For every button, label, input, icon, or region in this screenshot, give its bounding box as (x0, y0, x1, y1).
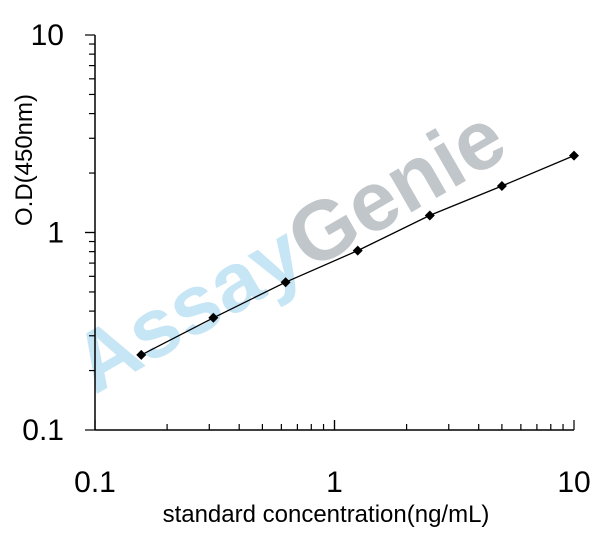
x-tick-label: 0.1 (74, 466, 116, 499)
y-axis-title: O.D(450nm) (11, 94, 38, 226)
x-tick-label: 10 (557, 466, 590, 499)
watermark-assay: Assay (57, 205, 319, 410)
data-point (352, 245, 363, 256)
y-tick-label: 1 (47, 217, 64, 250)
labels: 0.1 1 10 10 1 0.1 standard concentration(ng/mL… (11, 19, 591, 528)
data-point (496, 180, 507, 191)
x-axis-title: standard concentration(ng/mL) (163, 501, 490, 528)
watermark: AssayGenie (57, 89, 521, 411)
data-point (136, 349, 147, 360)
data-point (424, 210, 435, 221)
y-tick-label: 10 (31, 19, 64, 52)
ticks (85, 34, 575, 431)
y-tick-label: 0.1 (22, 414, 64, 447)
watermark-genie: Genie (271, 89, 520, 287)
data-point (569, 150, 579, 161)
data-point (280, 277, 291, 288)
data-point (208, 312, 219, 323)
x-tick-label: 1 (326, 466, 343, 499)
series (136, 150, 579, 360)
svg-text:AssayGenie: AssayGenie (57, 89, 521, 411)
